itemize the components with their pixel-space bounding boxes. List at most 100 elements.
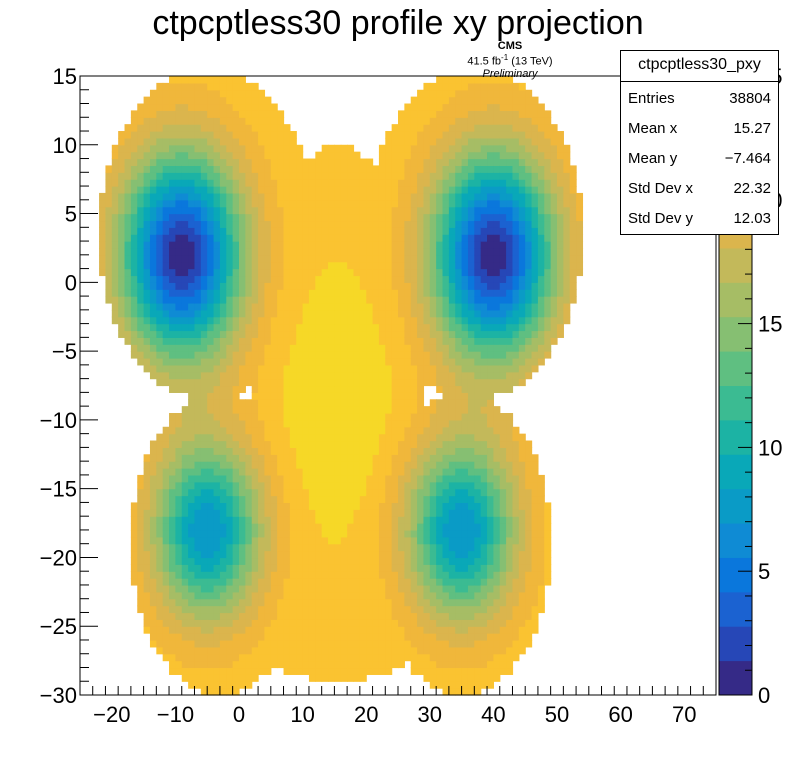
- heatmap-cell: [239, 337, 246, 345]
- heatmap-cell: [130, 516, 138, 524]
- heatmap-cell: [200, 351, 208, 359]
- heatmap-cell: [302, 667, 310, 675]
- heatmap-cell: [487, 131, 494, 139]
- heatmap-cell: [398, 357, 405, 366]
- heatmap-cell: [188, 82, 196, 91]
- heatmap-cell: [359, 364, 367, 373]
- heatmap-cell: [207, 206, 215, 215]
- heatmap-cell: [162, 192, 170, 201]
- heatmap-cell: [251, 440, 259, 448]
- heatmap-cell: [162, 82, 170, 91]
- heatmap-cell: [480, 220, 488, 228]
- heatmap-cell: [308, 667, 316, 675]
- heatmap-cell: [315, 406, 323, 414]
- heatmap-cell: [296, 254, 304, 263]
- heatmap-cell: [283, 261, 291, 270]
- heatmap-cell: [283, 426, 291, 435]
- heatmap-cell: [480, 165, 488, 173]
- heatmap-cell: [270, 523, 278, 531]
- heatmap-cell: [194, 502, 202, 510]
- heatmap-cell: [442, 213, 450, 222]
- heatmap-cell: [289, 254, 297, 263]
- heatmap-cell: [474, 323, 482, 332]
- heatmap-cell: [251, 151, 259, 160]
- heatmap-cell: [258, 433, 266, 442]
- heatmap-cell: [251, 591, 259, 600]
- heatmap-cell: [162, 474, 170, 483]
- heatmap-cell: [448, 199, 456, 208]
- heatmap-cell: [480, 144, 488, 153]
- heatmap-cell: [264, 296, 272, 304]
- heatmap-cell: [417, 172, 425, 180]
- heatmap-cell: [398, 268, 405, 277]
- heatmap-cell: [181, 158, 189, 167]
- heatmap-cell: [239, 474, 246, 483]
- heatmap-cell: [404, 516, 412, 524]
- heatmap-cell: [258, 323, 266, 332]
- heatmap-cell: [188, 378, 196, 387]
- heatmap-cell: [391, 653, 399, 662]
- heatmap-cell: [391, 179, 399, 187]
- heatmap-cell: [226, 137, 234, 146]
- heatmap-cell: [149, 626, 157, 634]
- heatmap-cell: [334, 557, 342, 565]
- heatmap-cell: [239, 275, 246, 283]
- heatmap-cell: [239, 268, 246, 277]
- heatmap-cell: [499, 337, 507, 345]
- heatmap-cell: [467, 172, 475, 180]
- heatmap-cell: [194, 612, 202, 620]
- heatmap-cell: [417, 165, 425, 173]
- heatmap-cell: [455, 144, 463, 153]
- heatmap-cell: [251, 413, 259, 421]
- heatmap-cell: [417, 351, 425, 359]
- heatmap-cell: [232, 550, 240, 559]
- heatmap-cell: [283, 550, 291, 559]
- heatmap-cell: [296, 543, 304, 552]
- heatmap-cell: [245, 440, 253, 448]
- heatmap-cell: [283, 502, 291, 510]
- heatmap-cell: [499, 296, 507, 304]
- heatmap-cell: [398, 144, 405, 153]
- heatmap-cell: [181, 117, 189, 125]
- heatmap-cell: [423, 557, 431, 565]
- heatmap-cell: [455, 261, 463, 270]
- heatmap-cell: [258, 399, 266, 407]
- heatmap-cell: [137, 330, 145, 338]
- heatmap-cell: [499, 536, 507, 545]
- heatmap-cell: [404, 117, 412, 125]
- heatmap-cell: [410, 639, 418, 648]
- heatmap-cell: [334, 674, 342, 682]
- heatmap-cell: [467, 509, 475, 517]
- heatmap-cell: [283, 509, 291, 517]
- heatmap-cell: [499, 447, 507, 455]
- heatmap-cell: [258, 564, 266, 572]
- heatmap-cell: [423, 330, 431, 338]
- heatmap-cell: [315, 447, 323, 455]
- heatmap-cell: [474, 165, 482, 173]
- heatmap-cell: [455, 96, 463, 105]
- heatmap-cell: [359, 371, 367, 380]
- heatmap-cell: [461, 454, 469, 462]
- heatmap-cell: [417, 653, 425, 662]
- heatmap-cell: [289, 392, 297, 400]
- heatmap-cell: [207, 509, 215, 517]
- heatmap-cell: [391, 468, 399, 476]
- heatmap-cell: [111, 309, 119, 318]
- heatmap-cell: [366, 536, 374, 545]
- heatmap-cell: [404, 385, 412, 393]
- heatmap-cell: [385, 275, 393, 283]
- heatmap-cell: [232, 241, 240, 249]
- heatmap-cell: [321, 351, 329, 359]
- heatmap-cell: [378, 529, 386, 538]
- heatmap-cell: [156, 619, 164, 627]
- heatmap-cell: [340, 474, 348, 483]
- heatmap-cell: [162, 275, 170, 283]
- heatmap-cell: [226, 392, 234, 400]
- heatmap-cell: [245, 289, 253, 297]
- heatmap-cell: [359, 275, 367, 283]
- heatmap-cell: [347, 261, 355, 270]
- heatmap-cell: [334, 385, 342, 393]
- heatmap-cell: [321, 509, 329, 517]
- heatmap-cell: [442, 89, 450, 98]
- heatmap-cell: [277, 612, 285, 620]
